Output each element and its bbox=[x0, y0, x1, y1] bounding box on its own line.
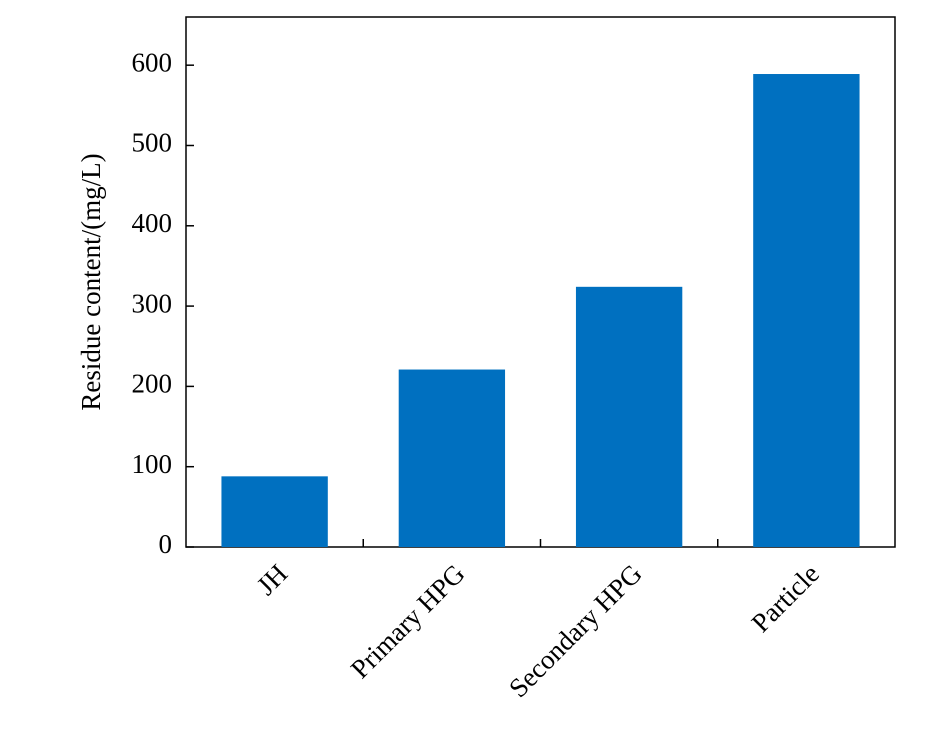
x-tick-label: Secondary HPG bbox=[503, 558, 648, 703]
x-tick-label: Particle bbox=[745, 558, 825, 638]
y-tick-label: 400 bbox=[132, 208, 173, 238]
y-tick-label: 600 bbox=[132, 47, 173, 77]
x-tick-label: Primary HPG bbox=[345, 558, 471, 684]
y-tick-label: 500 bbox=[132, 128, 173, 158]
y-tick-label: 300 bbox=[132, 288, 173, 318]
x-tick-label: JH bbox=[251, 558, 293, 600]
bar bbox=[221, 476, 328, 547]
y-tick-label: 0 bbox=[159, 529, 173, 559]
y-tick-label: 100 bbox=[132, 449, 173, 479]
bar bbox=[398, 369, 506, 547]
bar bbox=[575, 286, 683, 547]
y-tick-label: 200 bbox=[132, 369, 173, 399]
bar bbox=[753, 74, 860, 548]
y-axis-label: Residue content/(mg/L) bbox=[76, 153, 106, 410]
